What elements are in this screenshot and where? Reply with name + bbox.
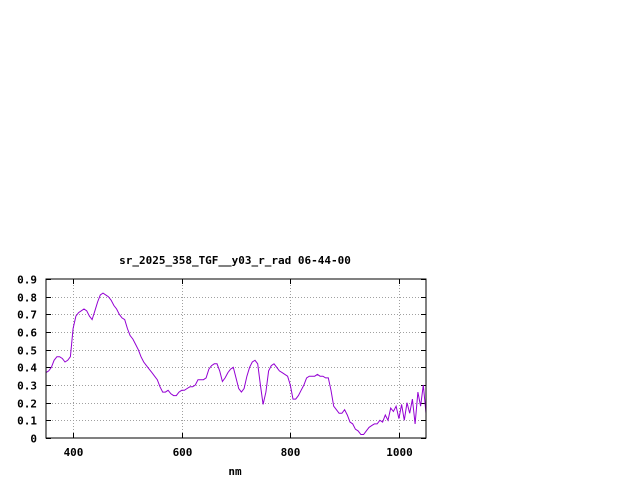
y-tick-label: 0.3 [17,380,37,393]
plot-frame [45,278,427,439]
y-tick-label: 0.8 [17,292,37,305]
y-tick-label: 0.7 [17,309,37,322]
y-tick-label: 0.6 [17,327,37,340]
axis-ticks: 0 0.1 0.2 0.3 0.4 0.5 0.6 0.7 0.8 0.9 400 600 800 100… [17,274,426,459]
y-tick-label: 0.4 [17,362,37,375]
x-axis-label: nm [228,465,242,478]
x-tick-label: 400 [64,446,84,459]
y-tick-label: 0.1 [17,415,37,428]
x-tick-label: 800 [281,446,301,459]
y-tick-label: 0.5 [17,345,37,358]
series-layer [45,292,427,435]
y-tick-label: 0 [30,433,37,446]
grid-lines [46,279,426,438]
series-line [45,292,427,435]
x-tick-label: 1000 [386,446,413,459]
y-tick-label: 0.2 [17,398,37,411]
x-tick-label: 600 [173,446,193,459]
chart-title: sr_2025_358_TGF__y03_r_rad 06-44-00 [119,254,351,267]
y-tick-label: 0.9 [17,274,37,287]
